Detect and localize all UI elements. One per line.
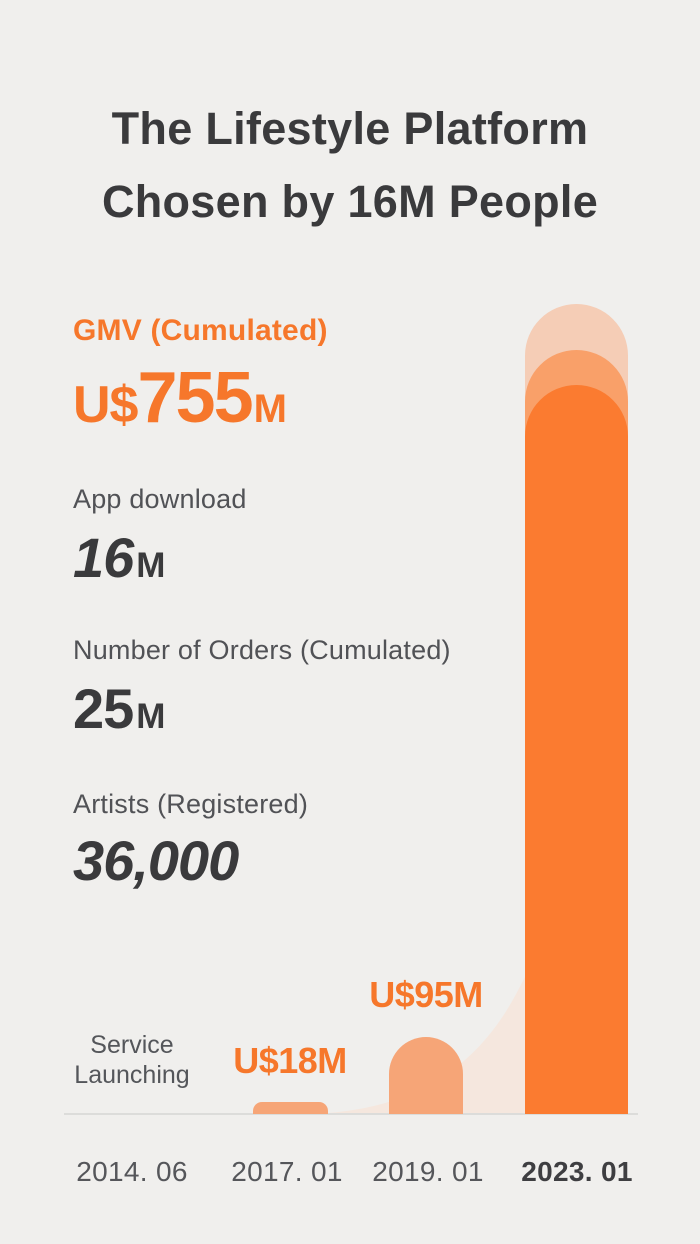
app-download-number: 16 — [73, 526, 134, 589]
bar-2019 — [389, 1037, 463, 1114]
service-launching-line2: Launching — [74, 1061, 190, 1089]
artists-value: 36,000 — [73, 833, 239, 889]
orders-value: 25M — [73, 681, 165, 737]
bar-2023 — [525, 385, 628, 1114]
axis-label-2014-06: 2014. 06 — [76, 1156, 188, 1187]
orders-suffix: M — [136, 697, 166, 736]
service-launching-line1: Service — [90, 1031, 174, 1059]
axis-label-2023-01: 2023. 01 — [521, 1156, 633, 1187]
service-launching-label: Service Launching — [74, 1030, 189, 1090]
page-title: The Lifestyle Platform Chosen by 16M Peo… — [0, 92, 700, 238]
bar-2017 — [253, 1102, 328, 1114]
app-download-label: App download — [73, 484, 247, 514]
axis-label-2019-01: 2019. 01 — [372, 1156, 484, 1187]
page-title-line1: The Lifestyle Platform — [111, 103, 589, 154]
gmv-label: GMV (Cumulated) — [73, 314, 328, 347]
app-download-suffix: M — [136, 546, 166, 585]
gmv-value-suffix: M — [253, 387, 287, 431]
app-download-value: 16M — [73, 530, 165, 586]
gmv-value: U$755M — [73, 362, 287, 434]
gmv-value-prefix: U$ — [73, 376, 138, 434]
bar-2019-value-label: U$95M — [369, 974, 483, 1015]
orders-number: 25 — [73, 677, 134, 740]
gmv-value-number: 755 — [137, 358, 253, 438]
x-axis-line — [64, 1113, 638, 1115]
bar-2017-value-label: U$18M — [233, 1040, 347, 1081]
page-title-line2: Chosen by 16M People — [101, 176, 599, 227]
artists-label: Artists (Registered) — [73, 789, 309, 819]
axis-label-2017-01: 2017. 01 — [231, 1156, 343, 1187]
orders-label: Number of Orders (Cumulated) — [73, 635, 451, 665]
artists-number: 36,000 — [73, 829, 239, 892]
